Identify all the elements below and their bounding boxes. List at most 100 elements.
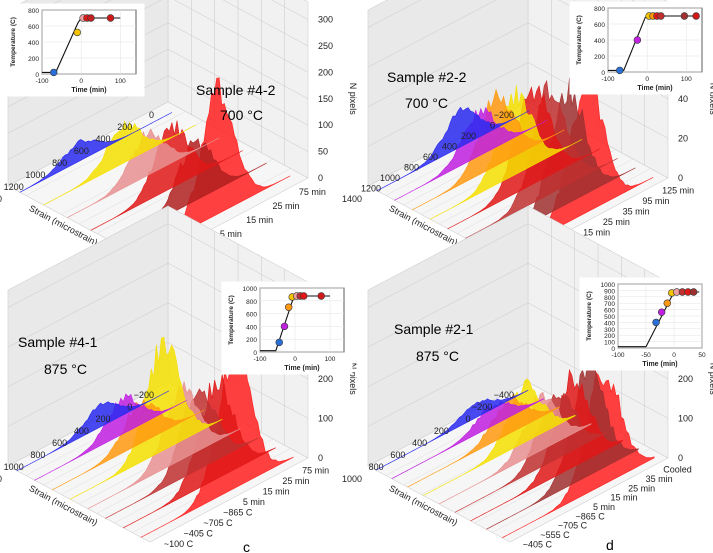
histogram-series: [16, 390, 170, 472]
inset-x-label: Time (min): [284, 365, 319, 372]
z-tick-label: 100: [318, 413, 333, 423]
inset-marker: [275, 338, 283, 347]
y-tick-label: 25 min: [628, 483, 655, 493]
y-tick-label: 25 min: [273, 201, 300, 211]
inset-y-tick: 800: [604, 295, 615, 302]
grid-line: [222, 0, 309, 47]
inset-x-label: Time (min): [71, 87, 106, 94]
x-tick-label: 400: [74, 426, 89, 436]
x-tick-label: 200: [96, 414, 111, 424]
inset-marker: [87, 14, 95, 22]
inset-y-tick: 0: [611, 346, 615, 353]
inset-x-label: Time (min): [642, 361, 677, 368]
x-tick-label: 800: [52, 158, 67, 168]
inset-x-tick: -100: [601, 76, 614, 83]
inset-x-tick: -100: [253, 356, 266, 363]
z-axis-label: N pixels: [708, 83, 713, 116]
panel-letter: d: [606, 537, 614, 553]
inset-x-tick: 0: [293, 356, 297, 363]
y-tick-label: 15 min: [583, 227, 610, 237]
x-tick-label: 1200: [4, 182, 24, 192]
inset-y-tick: 700: [604, 301, 615, 308]
inset-y-tick: 600: [594, 22, 605, 29]
inset-y-tick: 400: [594, 38, 605, 45]
y-tick-label: ~405 C: [184, 528, 214, 538]
inset-x-tick: -100: [35, 78, 48, 85]
inset-x-tick: 100: [115, 78, 126, 85]
grid-line: [367, 262, 529, 348]
z-tick-label: 20: [678, 133, 688, 143]
z-tick-label: 40: [678, 94, 688, 104]
panel-d: 0100200300400N pixels−400−20002004006008…: [342, 205, 713, 553]
inset-y-tick: 1000: [601, 282, 616, 289]
y-tick-label: 25 min: [282, 476, 309, 486]
grid-line: [367, 62, 529, 147]
x-tick-label: 1000: [25, 170, 45, 180]
inset-y-tick: 100: [604, 340, 615, 347]
z-tick-label: 200: [318, 67, 333, 77]
inset-x-tick: 0: [645, 76, 649, 83]
x-tick-label: 600: [74, 146, 89, 156]
inset-y-label: Temperature (C): [586, 291, 593, 341]
x-tick-label: 400: [96, 134, 111, 144]
inset-y-label: Temperature (C): [576, 15, 583, 65]
grid-line: [7, 223, 169, 308]
histogram-series: [90, 120, 243, 231]
x-tick-label: 800: [30, 450, 45, 460]
z-axis-label: N pixels: [348, 83, 358, 116]
grid-line: [167, 48, 309, 126]
inset-marker: [280, 322, 289, 331]
inset-y-tick: 800: [246, 299, 257, 306]
z-axis-label: N pixels: [348, 363, 358, 396]
inset-y-tick: 600: [604, 308, 615, 315]
x-tick-label: 400: [412, 438, 427, 448]
inset-marker: [73, 28, 81, 37]
inset-y-tick: 400: [28, 40, 39, 47]
z-tick-label: 300: [318, 15, 333, 25]
z-tick-label: 0: [678, 453, 683, 463]
x-tick-label: 1000: [380, 173, 400, 183]
inset-marker: [663, 299, 671, 307]
y-tick-label: ~865 C: [223, 507, 253, 517]
grid-line: [367, 342, 529, 427]
inset-x-tick: 100: [681, 76, 692, 83]
y-tick-label: 15 min: [246, 215, 273, 225]
y-tick-label: ~705 C: [203, 518, 233, 528]
grid-line: [367, 22, 529, 108]
x-tick-label: 0: [127, 402, 132, 412]
y-tick-label: Cooled: [663, 465, 692, 475]
inset-x-tick: 100: [325, 356, 336, 363]
x-tick-label: 0: [149, 110, 154, 120]
grid-line: [367, 302, 529, 388]
inset-marker: [285, 303, 293, 311]
inset-marker: [692, 12, 700, 20]
x-tick-label: 600: [52, 438, 67, 448]
y-tick-label: ~865 C: [575, 511, 605, 521]
y-tick-label: ~100 C: [164, 539, 194, 549]
x-tick-label: 200: [117, 122, 132, 132]
inset-marker: [50, 68, 58, 77]
inset-y-tick: 0: [601, 70, 605, 77]
x-tick-label: 400: [442, 142, 457, 152]
inset-marker: [317, 292, 325, 300]
z-axis-label: N pixels: [708, 363, 713, 396]
inset-y-tick: 900: [604, 288, 615, 295]
grid-line: [174, 0, 309, 73]
sample-label: Sample #2-1: [394, 321, 474, 337]
y-tick-label: 125 min: [662, 185, 694, 195]
y-tick-label: 95 min: [642, 196, 669, 206]
inset-y-tick: 600: [28, 24, 39, 31]
z-tick-label: 100: [318, 120, 333, 130]
x-tick-label: −200: [472, 402, 492, 412]
inset-marker: [633, 36, 642, 44]
inset-x-tick: 0: [672, 352, 676, 359]
x-tick-label: 200: [434, 426, 449, 436]
inset-y-label: Temperature (C): [10, 17, 17, 67]
inset-x-tick: -50: [641, 352, 651, 359]
histogram-series: [19, 112, 172, 193]
inset-y-tick: 200: [246, 337, 257, 344]
